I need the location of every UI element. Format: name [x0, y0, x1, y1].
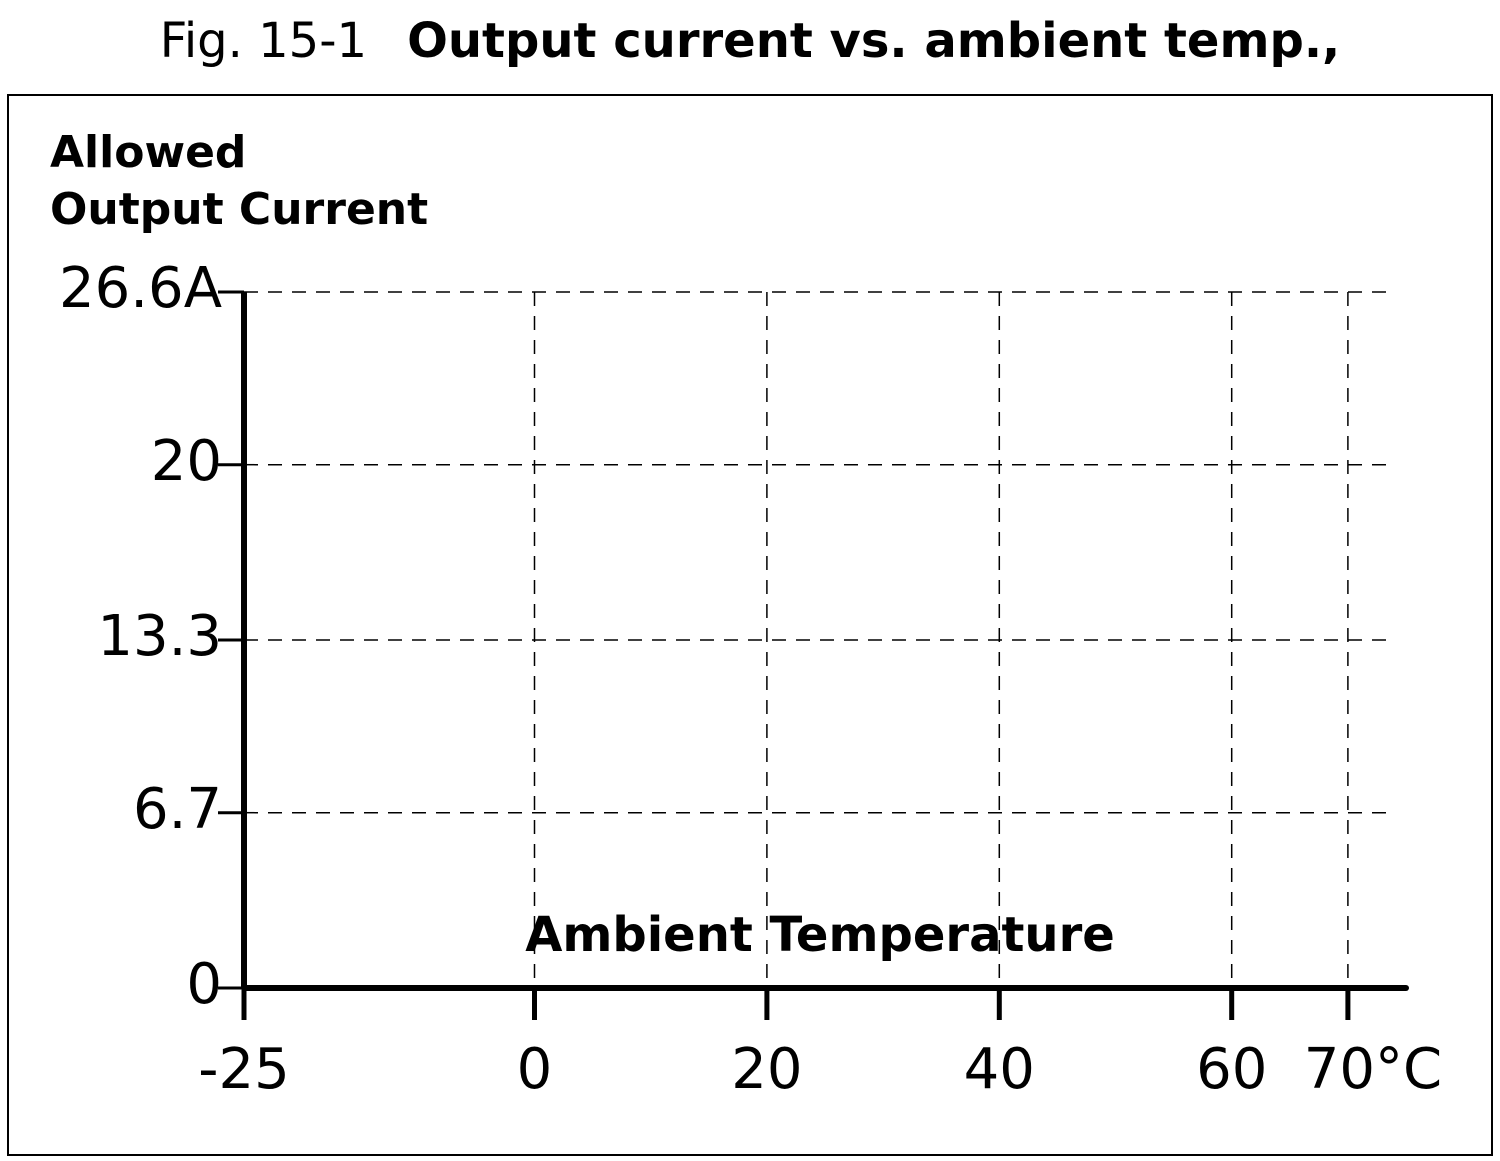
x-tick-label: 40 [964, 1037, 1035, 1102]
y-axis-label: Allowed [50, 127, 246, 178]
chart-title-group: Fig. 15-1 Output current vs. ambient temp… [160, 13, 1341, 69]
y-tick-label: 6.7 [133, 777, 222, 842]
chart-title: Output current vs. ambient temp., [407, 13, 1340, 69]
y-tick-label: 26.6A [59, 256, 222, 321]
x-tick-label: 60 [1196, 1037, 1267, 1102]
x-tick-label: -25 [198, 1037, 289, 1102]
x-tick-label: 70°C [1304, 1037, 1442, 1102]
x-tick-label: 0 [517, 1037, 553, 1102]
x-axis-label: Ambient Temperature [525, 907, 1115, 963]
figure-label: Fig. 15-1 [160, 13, 367, 69]
y-axis-label: Output Current [50, 184, 428, 235]
x-tick-label: 20 [731, 1037, 802, 1102]
y-tick-label: 20 [151, 429, 222, 494]
y-tick-label: 0 [186, 952, 222, 1017]
y-tick-label: 13.3 [97, 604, 222, 669]
frame [7, 94, 1493, 1156]
